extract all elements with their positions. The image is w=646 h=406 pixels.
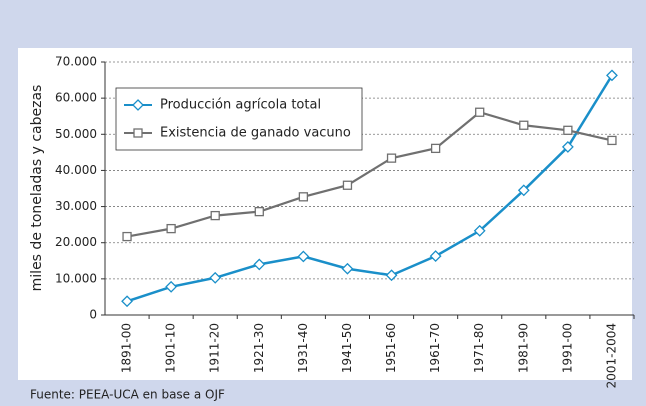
- x-tick-label: 1891-00: [120, 323, 134, 373]
- y-tick-label: 40.000: [55, 163, 97, 177]
- y-tick-label: 30.000: [55, 199, 97, 213]
- x-tick-label: 1951-60: [384, 323, 398, 373]
- point: [561, 141, 574, 153]
- y-tick-label: 60.000: [55, 91, 97, 105]
- point: [430, 143, 441, 154]
- legend-label: Existencia de ganado vacuno: [160, 126, 351, 141]
- series-line: [126, 74, 614, 303]
- point: [210, 210, 220, 221]
- series-line: [126, 111, 613, 238]
- point: [165, 280, 178, 293]
- y-tick-label: 50.000: [55, 127, 97, 141]
- legend-label: Producción agrícola total: [160, 98, 321, 113]
- y-tick-label: 70.000: [55, 55, 97, 69]
- point: [253, 258, 266, 271]
- point: [122, 231, 132, 242]
- legend-marker: [133, 128, 143, 138]
- x-tick-label: 1931-40: [296, 323, 310, 373]
- x-tick-label: 1981-90: [516, 323, 530, 373]
- x-tick-label: 1961-70: [428, 323, 442, 373]
- point: [385, 269, 398, 282]
- point: [254, 206, 264, 217]
- point: [473, 224, 486, 237]
- x-tick-label: 1921-30: [252, 323, 266, 373]
- point: [209, 271, 222, 284]
- point: [121, 295, 133, 308]
- source: Fuente: PEEA-UCA en base a OJF: [30, 388, 225, 402]
- y-tick-label: 20.000: [55, 235, 97, 249]
- x-tick-label: 1911-20: [208, 323, 222, 373]
- x-tick-label: 1971-80: [472, 323, 486, 373]
- x-tick-label: 1941-50: [340, 323, 354, 373]
- point: [341, 262, 354, 275]
- y-tick-label: 10.000: [55, 271, 97, 285]
- y-axis-title: miles de toneladas y cabezas: [29, 85, 45, 292]
- point: [606, 69, 618, 82]
- y-tick-label: 0: [89, 308, 97, 322]
- point: [297, 250, 310, 263]
- point: [429, 250, 442, 263]
- point: [475, 107, 485, 117]
- point: [342, 180, 353, 190]
- x-tick-label: 1991-00: [560, 323, 574, 373]
- point: [517, 184, 530, 197]
- point: [519, 120, 529, 130]
- legend-box: [115, 87, 363, 151]
- legend-marker: [132, 99, 144, 111]
- point: [166, 223, 176, 234]
- x-tick-label: 1901-10: [164, 323, 178, 373]
- point: [607, 135, 617, 146]
- point: [298, 192, 309, 202]
- point: [563, 125, 573, 135]
- x-tick-label: 2001-2004: [604, 323, 618, 388]
- point: [386, 153, 397, 163]
